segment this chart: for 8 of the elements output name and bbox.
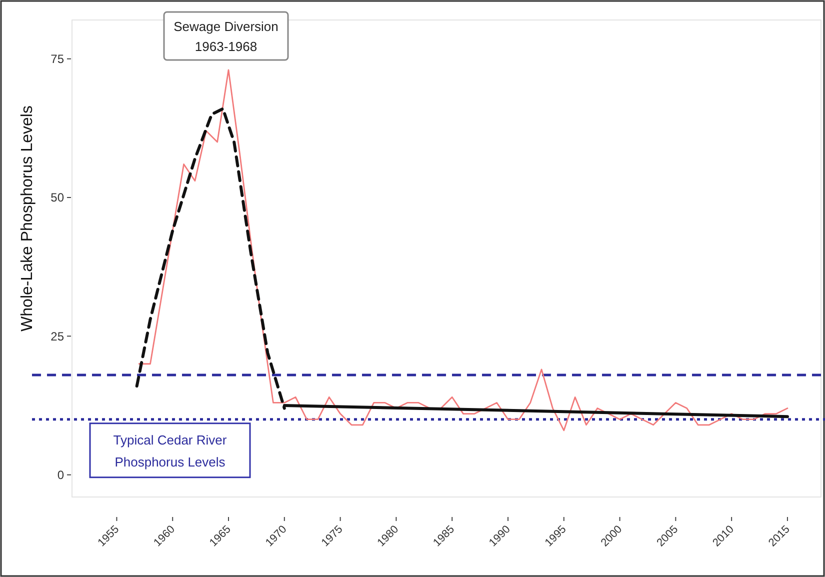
annotation: Sewage Diversion 1963-1968 xyxy=(174,19,278,54)
line-series xyxy=(138,69,788,432)
y-tick-label: 75 xyxy=(50,52,64,66)
annotation: Typical Cedar River Phosphorus Levels xyxy=(113,432,228,470)
y-tick-label: 0 xyxy=(57,468,64,482)
y-tick-label: 25 xyxy=(50,329,64,344)
y-tick-label: 50 xyxy=(50,190,64,205)
y-axis-title: Whole-Lake Phosphorus Levels xyxy=(19,106,36,332)
